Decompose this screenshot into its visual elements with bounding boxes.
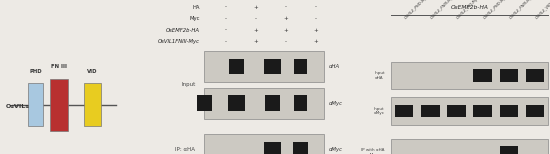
Text: αMyc: αMyc bbox=[328, 101, 343, 106]
Bar bbox=[264, 59, 281, 74]
Text: +: + bbox=[313, 39, 318, 44]
Text: -: - bbox=[224, 28, 227, 33]
Text: Input: Input bbox=[181, 82, 195, 87]
Bar bbox=[228, 95, 245, 111]
Bar bbox=[28, 83, 43, 126]
Text: -: - bbox=[224, 5, 227, 10]
Bar bbox=[391, 97, 548, 125]
Text: Input
αMyc: Input αMyc bbox=[374, 107, 385, 115]
Bar bbox=[526, 105, 544, 117]
Text: -: - bbox=[255, 16, 256, 21]
Bar bbox=[499, 69, 518, 82]
Text: OsVIL2_FNIII-Myc: OsVIL2_FNIII-Myc bbox=[430, 0, 456, 20]
Bar bbox=[293, 142, 308, 154]
Text: +: + bbox=[253, 39, 258, 44]
Bar bbox=[264, 142, 281, 154]
Text: +: + bbox=[313, 28, 318, 33]
Bar bbox=[294, 95, 307, 111]
Text: HA: HA bbox=[192, 5, 200, 10]
Bar bbox=[84, 83, 101, 126]
Bar bbox=[204, 51, 324, 82]
Bar bbox=[499, 105, 518, 117]
Text: OsVIL2_VID-Myc: OsVIL2_VID-Myc bbox=[456, 0, 481, 20]
Text: OsEMF2b-HA: OsEMF2b-HA bbox=[450, 5, 488, 10]
Text: -: - bbox=[224, 16, 227, 21]
Bar bbox=[204, 134, 324, 154]
Bar bbox=[474, 105, 492, 117]
Bar bbox=[265, 95, 280, 111]
Text: Myc: Myc bbox=[189, 16, 200, 21]
Bar bbox=[526, 69, 544, 82]
Text: OsEMF2b-HA: OsEMF2b-HA bbox=[166, 28, 200, 33]
Text: -: - bbox=[315, 16, 317, 21]
Text: -: - bbox=[284, 39, 287, 44]
Text: FN III: FN III bbox=[51, 64, 67, 69]
Text: +: + bbox=[283, 28, 288, 33]
Bar bbox=[204, 88, 324, 119]
Text: OsVIL2_VID-Myc: OsVIL2_VID-Myc bbox=[535, 0, 550, 20]
Bar bbox=[447, 105, 466, 117]
Text: OsVIL1FNIII-Myc: OsVIL1FNIII-Myc bbox=[158, 39, 200, 44]
Text: -: - bbox=[284, 5, 287, 10]
Text: IP with αHA
αMyc: IP with αHA αMyc bbox=[361, 148, 385, 154]
Text: OsVILs: OsVILs bbox=[6, 104, 30, 109]
Bar bbox=[294, 59, 307, 74]
Bar bbox=[499, 146, 518, 154]
Text: +: + bbox=[253, 28, 258, 33]
Text: OsVIL2_PHD-Myc: OsVIL2_PHD-Myc bbox=[404, 0, 430, 20]
Bar bbox=[421, 105, 439, 117]
Text: -: - bbox=[224, 39, 227, 44]
Bar bbox=[474, 69, 492, 82]
Text: OsVIL2_PHD-Myc: OsVIL2_PHD-Myc bbox=[482, 0, 509, 20]
Bar bbox=[196, 95, 212, 111]
Text: +: + bbox=[253, 5, 258, 10]
Text: PHD: PHD bbox=[29, 69, 42, 74]
Text: Input
αHA: Input αHA bbox=[374, 71, 385, 80]
Bar bbox=[50, 79, 68, 131]
Bar bbox=[391, 62, 548, 89]
Text: OsVIL2_FNIII-Myc: OsVIL2_FNIII-Myc bbox=[509, 0, 535, 20]
Bar bbox=[229, 59, 244, 74]
Text: αMyc: αMyc bbox=[328, 147, 343, 152]
Text: VID: VID bbox=[87, 69, 97, 74]
Bar bbox=[391, 139, 548, 154]
Text: αHA: αHA bbox=[328, 64, 339, 69]
Text: -: - bbox=[315, 5, 317, 10]
Bar bbox=[395, 105, 414, 117]
Text: +: + bbox=[283, 16, 288, 21]
Text: IP: αHA: IP: αHA bbox=[175, 147, 195, 152]
